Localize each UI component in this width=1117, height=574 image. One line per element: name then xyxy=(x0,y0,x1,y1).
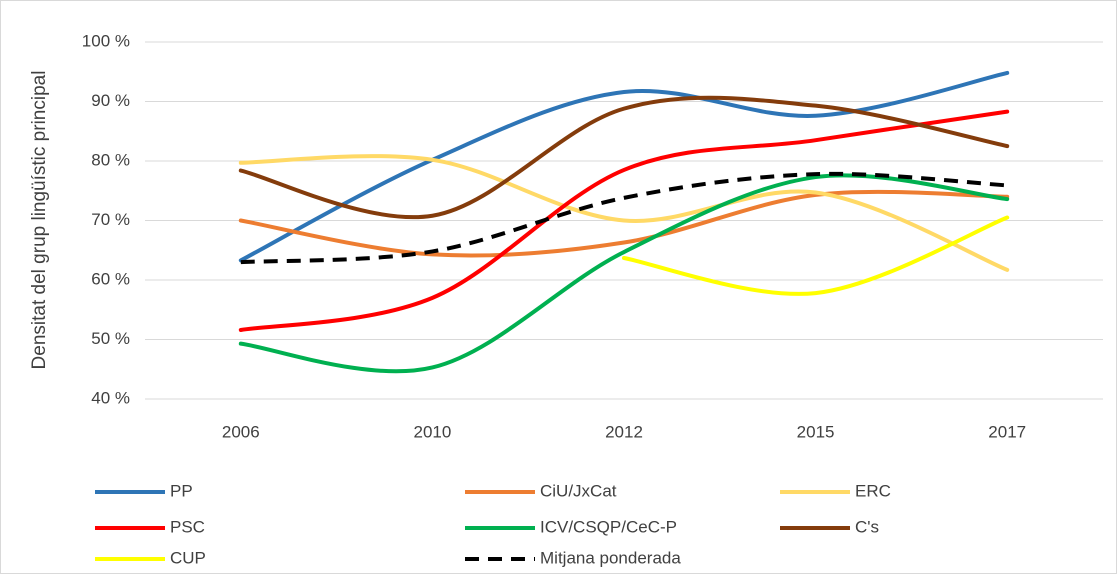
x-tick-label: 2006 xyxy=(222,422,260,441)
y-tick-label: 50 % xyxy=(91,329,130,348)
series-line xyxy=(238,109,1010,332)
x-tick-label: 2015 xyxy=(797,422,835,441)
x-tick-label: 2017 xyxy=(988,422,1026,441)
y-tick-label: 90 % xyxy=(91,91,130,110)
legend-label: PP xyxy=(170,481,193,500)
legend-label: ICV/CSQP/CeC-P xyxy=(540,517,677,536)
legend-label: CiU/JxCat xyxy=(540,481,617,500)
y-tick-label: 100 % xyxy=(82,31,130,50)
legend-label: ERC xyxy=(855,481,891,500)
legend-label: C's xyxy=(855,517,879,536)
x-tick-label: 2010 xyxy=(413,422,451,441)
y-tick-label: 40 % xyxy=(91,388,130,407)
series-line xyxy=(238,173,1010,374)
y-tick-label: 80 % xyxy=(91,150,130,169)
y-tick-label: 70 % xyxy=(91,210,130,229)
series-line xyxy=(238,70,1010,263)
series-line xyxy=(238,154,1010,272)
y-axis-title: Densitat del grup lingüístic principal xyxy=(29,71,50,370)
series-line xyxy=(622,215,1010,296)
legend-label: PSC xyxy=(170,517,205,536)
x-tick-label: 2012 xyxy=(605,422,643,441)
y-tick-label: 60 % xyxy=(91,269,130,288)
legend-label: Mitjana ponderada xyxy=(540,548,681,567)
legend-label: CUP xyxy=(170,548,206,567)
series-line xyxy=(238,95,1010,220)
series-line xyxy=(240,171,1008,265)
series-line xyxy=(238,189,1010,258)
